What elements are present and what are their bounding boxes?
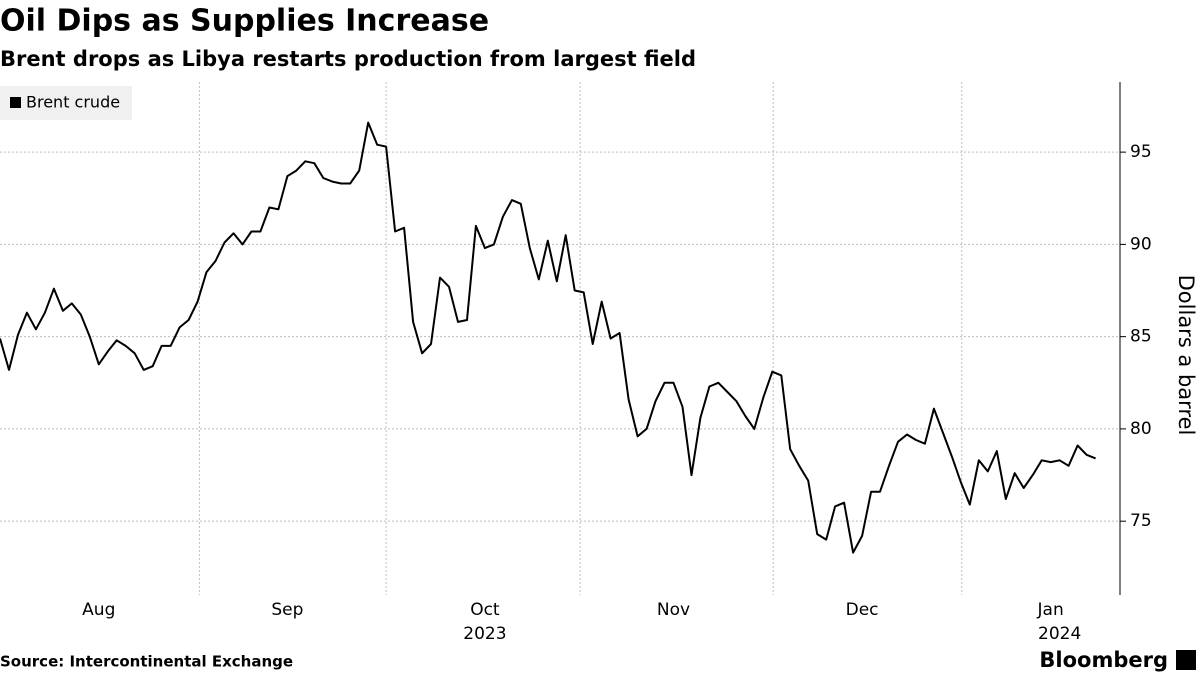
- x-tick-label: Nov: [657, 600, 690, 620]
- x-tick-label: Aug: [82, 600, 115, 620]
- brand-icon: [1176, 650, 1196, 670]
- x-tick-label: Oct: [470, 600, 500, 620]
- x-tick-label: Dec: [846, 600, 879, 620]
- y-tick-label: 90: [1130, 234, 1152, 254]
- legend-label: Brent crude: [26, 93, 120, 112]
- y-tick-label: 80: [1130, 419, 1152, 439]
- x-tick-label: Sep: [271, 600, 303, 620]
- brand: Bloomberg: [1039, 648, 1168, 672]
- legend-box: [0, 86, 132, 120]
- year-label: 2023: [463, 624, 506, 644]
- y-tick-label: 85: [1130, 327, 1152, 347]
- chart-title: Oil Dips as Supplies Increase: [0, 4, 489, 39]
- year-label: 2024: [1038, 624, 1081, 644]
- line: [0, 121, 1096, 554]
- y-tick-label: 75: [1130, 511, 1152, 531]
- source: Source: Intercontinental Exchange: [0, 653, 293, 671]
- chart-subtitle: Brent drops as Libya restarts production…: [0, 47, 696, 71]
- y-axis-label: Dollars a barrel: [1174, 275, 1198, 436]
- y-tick-label: 95: [1130, 142, 1152, 162]
- x-tick-label: Jan: [1037, 600, 1064, 620]
- legend-swatch: [10, 97, 21, 108]
